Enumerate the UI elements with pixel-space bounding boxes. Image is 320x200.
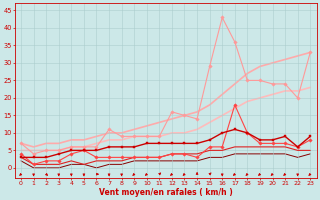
X-axis label: Vent moyen/en rafales ( km/h ): Vent moyen/en rafales ( km/h ) (99, 188, 233, 197)
